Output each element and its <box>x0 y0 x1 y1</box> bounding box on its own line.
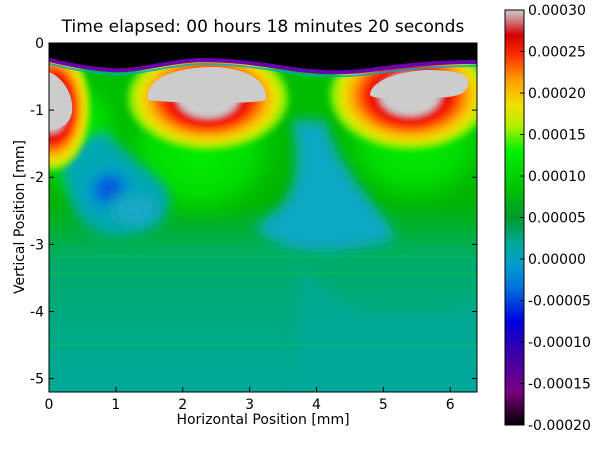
y-axis-ticks: 0 -1 -2 -3 -4 -5 <box>30 36 477 388</box>
colorbar-tick-label: 0.00005 <box>528 211 586 227</box>
x-tick-label: 1 <box>111 397 120 413</box>
x-tick-label: 6 <box>446 397 455 413</box>
heatmap-surface-band <box>49 43 477 78</box>
colorbar-tick-label: 0.00010 <box>528 169 586 185</box>
x-tick-label: 5 <box>379 397 388 413</box>
colorbar-tick-label: 0.00020 <box>528 86 586 102</box>
colorbar-tick-label: 0.00015 <box>528 128 586 144</box>
x-axis-ticks: 0 1 2 3 4 5 6 <box>45 43 455 413</box>
colorbar-tick-label: -0.00015 <box>528 377 591 393</box>
y-tick-label: -4 <box>30 304 44 320</box>
heatmap-saturated-cores <box>49 67 469 130</box>
colorbar-tick-label: 0.00000 <box>528 252 586 268</box>
colorbar-tick-label: 0.00030 <box>528 3 586 19</box>
heatmap-streaks <box>49 255 477 367</box>
heatmap-negative-regions <box>60 120 395 252</box>
y-tick-label: -1 <box>30 103 44 119</box>
colorbar-ticks: 0.00030 0.00025 0.00020 0.00015 0.00010 0.000… <box>520 3 591 434</box>
x-axis-label: Horizontal Position [mm] <box>176 412 349 428</box>
x-tick-label: 4 <box>312 397 321 413</box>
colorbar-tick-label: 0.00025 <box>528 45 586 61</box>
heatmap-right-teal-zone <box>300 260 477 392</box>
x-tick-label: 2 <box>178 397 187 413</box>
colorbar-tick-label: -0.00005 <box>528 294 591 310</box>
x-tick-label: 0 <box>45 397 54 413</box>
x-tick-label: 3 <box>245 397 254 413</box>
y-axis-label: Vertical Position [mm] <box>12 140 28 294</box>
plot-frame <box>48 42 478 393</box>
chart-title: Time elapsed: 00 hours 18 minutes 20 sec… <box>61 17 465 37</box>
colorbar-gradient <box>505 10 524 425</box>
colorbar-tick-label: -0.00020 <box>528 418 591 434</box>
y-tick-label: -2 <box>30 170 44 186</box>
y-tick-label: -3 <box>30 237 44 253</box>
y-tick-label: 0 <box>35 36 44 52</box>
y-tick-label: -5 <box>30 372 44 388</box>
colorbar: 0.00030 0.00025 0.00020 0.00015 0.00010 0.000… <box>504 3 591 434</box>
heatmap-image <box>49 43 477 392</box>
colorbar-tick-label: -0.00010 <box>528 335 591 351</box>
